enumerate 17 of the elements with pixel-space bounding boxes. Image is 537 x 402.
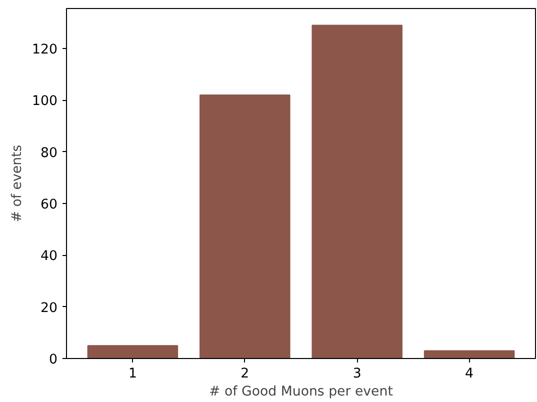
- bar: [87, 345, 178, 358]
- y-tick-label: 40: [40, 249, 58, 264]
- y-tick-label: 20: [40, 300, 58, 316]
- x-tick-label: 2: [240, 366, 250, 382]
- x-tick-label: 3: [352, 366, 362, 382]
- y-tick-label: 120: [32, 42, 58, 58]
- bar: [312, 24, 402, 358]
- bar: [200, 94, 290, 358]
- y-tick-label: 100: [32, 94, 58, 110]
- x-tick-label: 4: [465, 366, 474, 382]
- x-axis-title: # of Good Muons per event: [209, 384, 393, 400]
- x-tick-label: 1: [128, 366, 137, 382]
- bar: [424, 350, 515, 358]
- y-axis-title: # of events: [10, 144, 26, 222]
- y-tick-label: 80: [40, 146, 58, 161]
- y-tick-label: 0: [49, 352, 58, 368]
- y-tick-label: 60: [40, 198, 58, 213]
